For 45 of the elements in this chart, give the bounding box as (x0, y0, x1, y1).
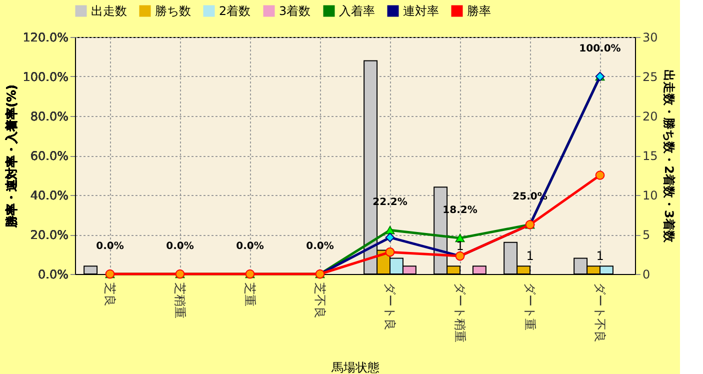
y-tick-label: 60.0% (30, 149, 68, 163)
annotation: 1 (596, 249, 604, 264)
x-tick-label: ダート稍重 (453, 282, 467, 342)
x-tick-label: 芝重 (243, 282, 257, 306)
x-tick-label: ダート不良 (593, 282, 607, 342)
data-label: 0.0% (166, 241, 194, 252)
y2-axis-title: 出走数・勝ち数・2着数・3着数 (662, 70, 676, 244)
point (385, 247, 395, 257)
annotation: 1 (456, 239, 464, 254)
y2-tick-label: 30 (642, 30, 658, 44)
data-label: 0.0% (306, 241, 334, 252)
legend-label: 3着数 (279, 4, 311, 18)
legend-label: 連対率 (403, 4, 439, 18)
x-tick-label: 芝良 (103, 282, 117, 306)
annotation: 1 (526, 249, 534, 264)
y-tick-label: 120.0% (22, 30, 68, 44)
y-axis-title: 勝率・連対率・入着率(%) (4, 84, 19, 228)
point (595, 170, 605, 180)
legend-label: 出走数 (91, 4, 127, 18)
data-label: 100.0% (579, 44, 621, 54)
y2-tick-label: 25 (642, 70, 658, 84)
data-label: 0.0% (236, 241, 264, 252)
y2-tick-label: 0 (642, 268, 650, 282)
x-tick-label: 芝不良 (313, 282, 327, 318)
y-tick-label: 100.0% (22, 70, 68, 84)
x-tick-label: ダート良 (383, 282, 397, 330)
legend-label: 2着数 (219, 4, 251, 18)
y-tick-label: 40.0% (30, 188, 68, 202)
legend-label: 勝率 (467, 4, 491, 18)
legend-label: 勝ち数 (155, 4, 191, 18)
y2-tick-label: 10 (642, 188, 658, 202)
y2-tick-label: 15 (642, 149, 658, 163)
data-label: 0.0% (96, 241, 124, 252)
x-tick-label: 芝稍重 (173, 282, 187, 318)
point (385, 232, 395, 242)
legend-label: 入着率 (339, 4, 375, 18)
y2-tick-label: 20 (642, 110, 658, 124)
y2-tick-label: 5 (642, 228, 650, 242)
x-tick-label: ダート重 (523, 282, 537, 330)
x-axis-title: 馬場状態 (330, 360, 380, 374)
y-tick-label: 0.0% (38, 268, 68, 282)
y-tick-label: 20.0% (30, 228, 68, 242)
point (455, 234, 465, 242)
y-tick-label: 80.0% (30, 110, 68, 124)
point (385, 226, 395, 234)
